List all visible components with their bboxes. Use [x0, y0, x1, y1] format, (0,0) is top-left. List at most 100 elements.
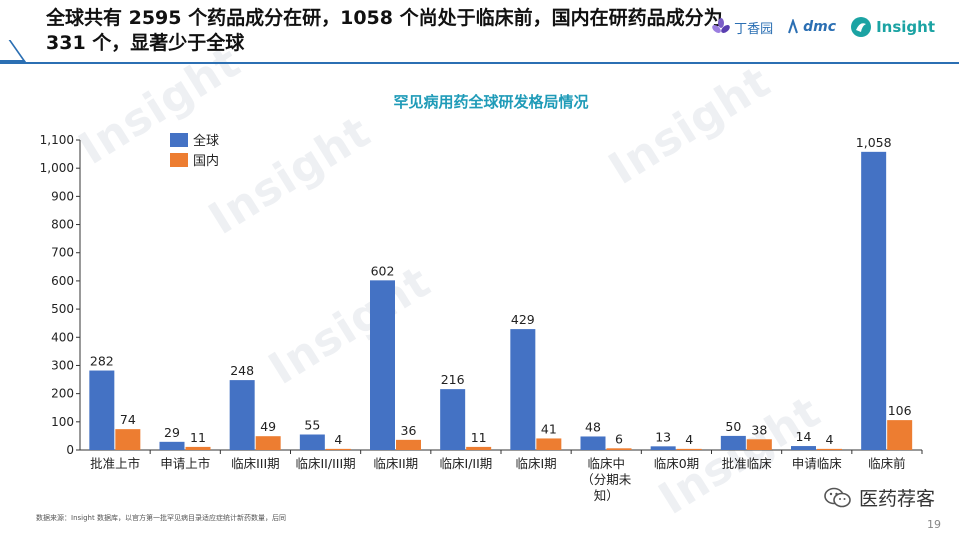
source-footnote: 数据来源：Insight 数据库，以官方第一批罕见病目录适应症统计新药数量，后同: [36, 514, 286, 522]
data-label: 216: [441, 372, 465, 387]
data-label: 29: [164, 425, 180, 440]
header-rule: [0, 62, 959, 64]
insight-bird-icon: [851, 17, 872, 37]
bar-global: [580, 436, 606, 450]
x-tick-label-line: 临床0期: [654, 456, 699, 471]
x-tick-label-line: 批准上市: [90, 456, 140, 471]
x-tick-label-line: 临床III期: [231, 456, 280, 471]
page-number: 19: [927, 518, 941, 531]
dmc-mark-icon: [788, 19, 799, 34]
x-tick-label-line: 申请临床: [792, 456, 843, 471]
bar-global: [510, 329, 536, 450]
x-tick-label-line: 临床II/III期: [296, 456, 356, 471]
logo-dmc: dmc: [787, 19, 836, 35]
data-label: 13: [655, 429, 671, 444]
wechat-badge: 医药荐客: [823, 484, 935, 511]
data-label: 1,058: [856, 135, 892, 150]
y-tick-label: 900: [51, 189, 74, 203]
x-tick-label-line: 知）: [594, 488, 619, 503]
x-tick-label-line: 批准临床: [722, 456, 773, 471]
y-tick-label: 400: [51, 330, 74, 344]
bar-domestic: [325, 448, 351, 450]
data-label: 74: [120, 412, 136, 427]
x-tick-label-line: （分期未: [581, 472, 632, 487]
x-tick-label: 申请上市: [160, 456, 210, 471]
bar-global: [720, 435, 746, 450]
y-tick-label: 700: [51, 246, 74, 260]
x-tick-label: 批准上市: [90, 456, 140, 471]
bar-global: [89, 370, 115, 450]
data-label: 55: [304, 418, 320, 433]
x-tick-label: 临床II/III期: [296, 456, 356, 471]
page-title: 全球共有 2595 个药品成分在研，1058 个尚处于临床前，国内在研药品成分为…: [46, 7, 723, 54]
bar-domestic: [536, 438, 562, 450]
data-label: 36: [401, 423, 417, 438]
logo-dmc-text: dmc: [803, 19, 837, 35]
bar-domestic: [466, 446, 492, 450]
data-label: 4: [334, 432, 342, 447]
data-label: 48: [585, 419, 601, 434]
data-label: 429: [511, 312, 535, 327]
data-label: 50: [725, 419, 741, 434]
y-tick-label: 500: [51, 302, 74, 316]
data-label: 106: [888, 403, 912, 418]
x-tick-label-line: 临床II期: [373, 456, 418, 471]
x-tick-label: 临床前: [868, 456, 906, 471]
bar-domestic: [115, 429, 141, 450]
bar-global: [370, 280, 395, 450]
legend-swatch: [170, 133, 188, 147]
x-tick-label: 临床0期: [654, 456, 699, 471]
data-label: 11: [471, 430, 487, 445]
bar-domestic: [676, 448, 702, 450]
bar-domestic: [817, 448, 842, 450]
legend-label: 全球: [193, 133, 219, 149]
bar-domestic: [185, 446, 211, 450]
data-label: 6: [615, 431, 623, 446]
data-label: 4: [685, 432, 693, 447]
logo-bar: 丁香园 dmc Insight: [712, 16, 935, 38]
legend-label: 国内: [193, 153, 219, 169]
bar-domestic: [255, 436, 281, 450]
logo-insight: Insight: [850, 16, 935, 38]
y-tick-label: 100: [51, 415, 74, 429]
y-tick-label: 0: [66, 443, 74, 457]
bar-global: [650, 446, 676, 450]
data-label: 14: [796, 429, 812, 444]
x-tick-label: 批准临床: [722, 456, 773, 471]
bar-global: [440, 389, 466, 450]
bar-global: [229, 380, 255, 450]
x-tick-label: 临床I期: [515, 456, 556, 471]
x-tick-label: 临床II期: [373, 456, 418, 471]
data-label: 41: [541, 421, 557, 436]
data-label: 282: [90, 354, 114, 369]
y-tick-label: 200: [51, 387, 74, 401]
bar-domestic: [606, 448, 632, 450]
data-label: 4: [826, 432, 834, 447]
y-tick-label: 800: [51, 218, 74, 232]
flower-icon: [712, 18, 730, 33]
bar-global: [299, 434, 325, 450]
bar-global: [159, 441, 185, 450]
x-tick-label: 临床III期: [231, 456, 280, 471]
chart-title: 罕见病用药全球研发格局情况: [393, 93, 588, 111]
legend-swatch: [170, 153, 188, 167]
x-tick-label: 申请临床: [792, 456, 843, 471]
logo-dxy: 丁香园: [712, 18, 773, 37]
bar-domestic: [746, 439, 772, 450]
y-tick-label: 300: [51, 358, 74, 372]
x-tick-label-line: 临床I期: [515, 456, 556, 471]
x-tick-label-line: 临床中: [587, 456, 625, 471]
logo-insight-text: Insight: [876, 18, 935, 36]
x-tick-label: 临床I/II期: [440, 456, 493, 471]
x-tick-label-line: 申请上市: [160, 456, 210, 471]
x-tick-label: 临床中（分期未知）: [581, 456, 632, 503]
wechat-icon: [824, 487, 851, 507]
wechat-label: 医药荐客: [858, 488, 935, 510]
y-tick-label: 1,100: [40, 133, 74, 147]
bar-global: [861, 151, 887, 450]
x-tick-label-line: 临床前: [868, 456, 906, 471]
y-tick-label: 600: [51, 274, 74, 288]
logo-dxy-text: 丁香园: [734, 21, 774, 37]
bar-domestic: [887, 420, 913, 450]
